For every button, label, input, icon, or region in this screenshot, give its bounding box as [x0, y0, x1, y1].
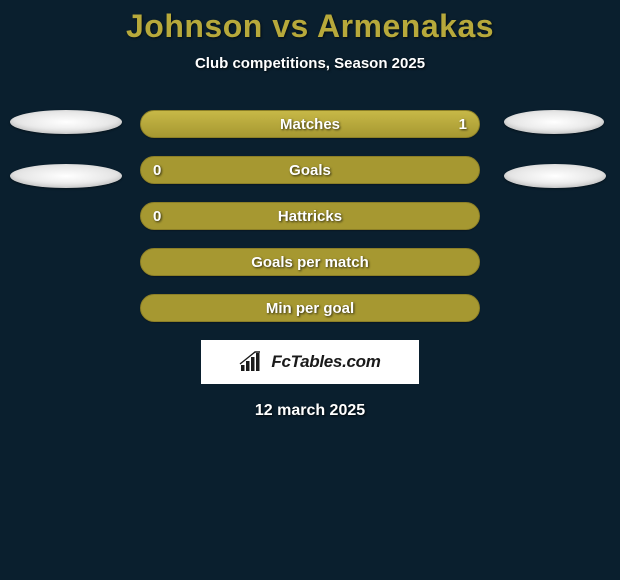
date-text: 12 march 2025 [0, 402, 620, 420]
player-oval-left [10, 110, 122, 134]
stat-bar-min-per-goal: Min per goal [140, 294, 480, 322]
stat-bars: Matches 1 0 Goals 0 Hattricks Goals per … [140, 110, 480, 322]
stat-bar-goals: 0 Goals [140, 156, 480, 184]
player-oval-left [10, 164, 122, 188]
stats-card: Johnson vs Armenakas Club competitions, … [0, 0, 620, 420]
player-oval-right [504, 164, 606, 188]
stat-bar-hattricks: 0 Hattricks [140, 202, 480, 230]
stat-bar-goals-per-match: Goals per match [140, 248, 480, 276]
stat-label: Min per goal [141, 300, 479, 317]
bar-chart-icon [239, 351, 265, 373]
right-player-col [498, 110, 610, 188]
stat-label: Hattricks [141, 208, 479, 225]
stat-label: Matches [141, 116, 479, 133]
stat-label: Goals per match [141, 254, 479, 271]
player-oval-right [504, 110, 604, 134]
subtitle: Club competitions, Season 2025 [0, 55, 620, 72]
source-logo: FcTables.com [201, 340, 419, 384]
stat-bar-matches: Matches 1 [140, 110, 480, 138]
left-player-col [10, 110, 122, 188]
stat-right-value: 1 [459, 116, 467, 133]
stat-label: Goals [141, 162, 479, 179]
stats-area: Matches 1 0 Goals 0 Hattricks Goals per … [0, 110, 620, 322]
logo-text: FcTables.com [271, 352, 380, 372]
page-title: Johnson vs Armenakas [0, 8, 620, 45]
